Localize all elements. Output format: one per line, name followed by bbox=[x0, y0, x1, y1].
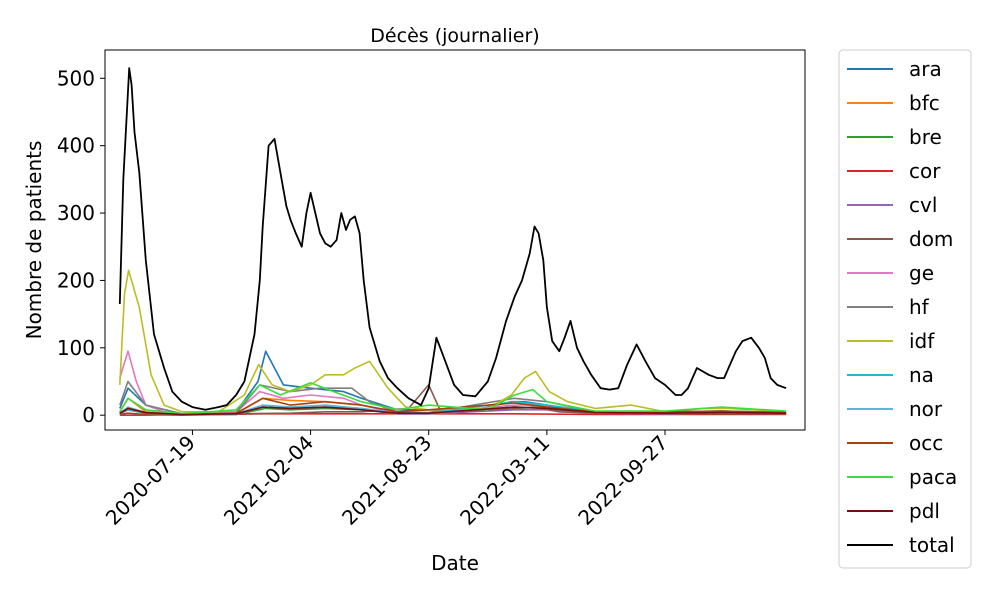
y-tick-label: 300 bbox=[57, 201, 95, 225]
y-tick-label: 0 bbox=[82, 403, 95, 427]
legend-label-pdl: pdl bbox=[909, 499, 940, 523]
legend-label-cvl: cvl bbox=[909, 193, 937, 217]
y-tick-label: 100 bbox=[57, 336, 95, 360]
legend-label-bre: bre bbox=[909, 125, 942, 149]
series-line-total bbox=[118, 67, 787, 411]
plot-area-frame bbox=[104, 49, 806, 431]
legend-label-bfc: bfc bbox=[909, 91, 940, 115]
series-line-cor bbox=[119, 412, 787, 417]
legend-label-paca: paca bbox=[909, 465, 957, 489]
series-line-idf bbox=[119, 269, 787, 413]
y-axis-label: Nombre de patients bbox=[22, 141, 46, 340]
legend-label-na: na bbox=[909, 363, 934, 387]
legend-label-idf: idf bbox=[909, 329, 935, 353]
legend-label-cor: cor bbox=[909, 159, 941, 183]
y-tick-label: 500 bbox=[57, 66, 95, 90]
legend-label-occ: occ bbox=[909, 431, 943, 455]
legend-label-nor: nor bbox=[909, 397, 943, 421]
legend: ara bfc bre cor cvl dom ge hf idf na nor occ paca pdl… bbox=[838, 49, 972, 569]
series-line-pdl bbox=[119, 406, 787, 416]
legend-label-ge: ge bbox=[909, 261, 934, 285]
series-line-paca bbox=[119, 381, 787, 415]
chart-title: Décès (journalier) bbox=[370, 25, 539, 47]
y-axis: 0 100 200 300 400 500 bbox=[57, 66, 105, 427]
legend-label-total: total bbox=[909, 533, 955, 557]
series-layer bbox=[118, 67, 787, 417]
x-axis-label: Date bbox=[431, 551, 479, 575]
legend-label-hf: hf bbox=[909, 295, 930, 319]
legend-label-dom: dom bbox=[909, 227, 953, 251]
y-tick-label: 200 bbox=[57, 268, 95, 292]
y-tick-label: 400 bbox=[57, 134, 95, 158]
legend-label-ara: ara bbox=[909, 57, 942, 81]
legend-box bbox=[838, 49, 972, 569]
